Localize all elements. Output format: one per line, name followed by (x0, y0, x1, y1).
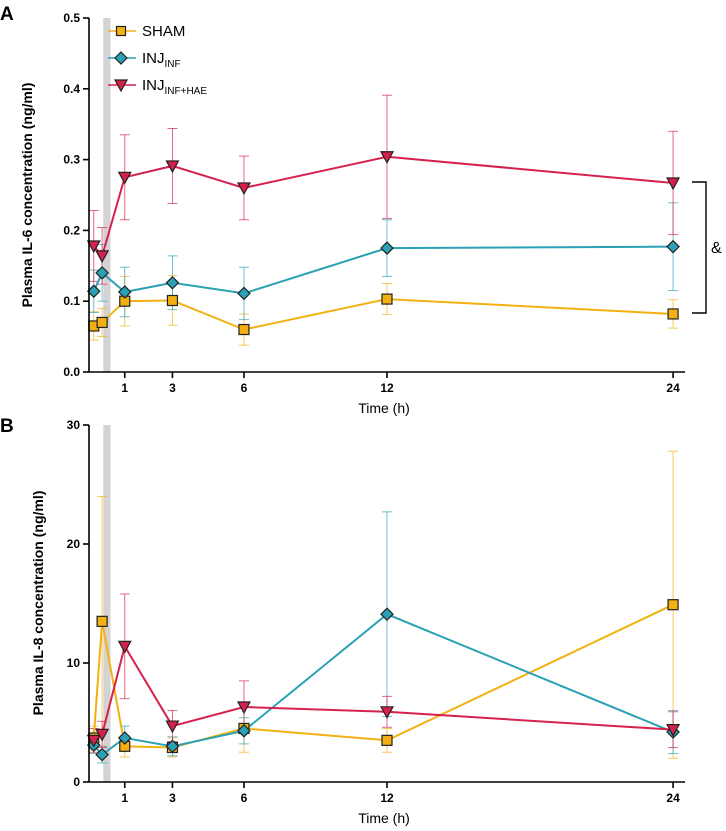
y-tick-label: 10 (67, 656, 81, 670)
significance-label: & (711, 240, 722, 257)
x-tick-label: 12 (380, 791, 394, 805)
x-tick-label: 12 (380, 381, 394, 395)
data-point-square (667, 308, 679, 320)
data-point-square (96, 615, 108, 627)
x-tick-label: 1 (121, 381, 128, 395)
data-point-square (238, 323, 250, 336)
data-point-diamond (380, 241, 394, 255)
panel-a-y-axis-label: Plasma IL-6 concentration (ng/ml) (19, 83, 35, 308)
y-tick-label: 0.1 (63, 294, 80, 308)
y-tick-label: 0.3 (63, 153, 80, 167)
legend-item-inj-inf: INJINF (108, 50, 181, 70)
data-point-square (667, 599, 679, 611)
legend-label-inj-inf-hae-sub: INF+HAE (165, 86, 208, 97)
y-tick-label: 20 (67, 537, 81, 551)
data-point-diamond (117, 731, 132, 745)
data-point-triangle (379, 706, 395, 720)
panel-b-series-layer (86, 450, 681, 764)
panel-a: A 0.0 0.1 0.2 0.3 0.4 0.5 1 3 6 12 24 Plasma IL-6 … (0, 4, 722, 416)
data-point-triangle (236, 182, 251, 196)
panel-b-label: B (0, 416, 14, 437)
legend: SHAM INJINF INJINF+HAE (108, 23, 207, 97)
data-point-square (381, 293, 393, 305)
data-point-diamond (95, 747, 109, 762)
x-tick-label: 1 (121, 791, 128, 805)
data-point-diamond (117, 285, 132, 299)
x-tick-label: 3 (169, 381, 176, 395)
x-tick-label: 24 (666, 791, 680, 805)
panel-a-series-layer (86, 94, 681, 346)
panel-a-label: A (0, 4, 14, 25)
data-point-triangle (666, 724, 681, 737)
panel-a-ticks: 0.0 0.1 0.2 0.3 0.4 0.5 1 3 6 12 24 (63, 11, 680, 395)
data-point-square (166, 294, 179, 307)
data-point-triangle (95, 728, 110, 742)
series-line-inj-inf-hae (93, 643, 674, 742)
legend-marker-inj-inf-hae (113, 79, 129, 93)
data-point-square (381, 734, 393, 746)
panel-b-shade-layer (103, 425, 111, 782)
data-point-triangle (86, 734, 101, 748)
legend-item-inj-inf-hae: INJINF+HAE (108, 77, 207, 97)
data-point-diamond (380, 607, 394, 622)
legend-label-inj-inf-sub: INF (165, 59, 181, 70)
data-point-square (96, 316, 108, 329)
panel-b: B 0 10 20 30 1 3 6 12 24 Plasma IL-8 concentrati… (0, 416, 685, 826)
panel-a-shade-layer (103, 18, 111, 372)
data-point-triangle (95, 250, 110, 264)
markers-sham (88, 599, 679, 754)
shaded-band (103, 18, 111, 372)
data-point-diamond (666, 239, 680, 254)
series-line-inj-inf-hae (93, 155, 674, 258)
series-line-inj-inf (93, 613, 674, 756)
data-point-triangle (117, 171, 132, 185)
panel-b-y-axis-label: Plasma IL-8 concentration (ng/ml) (30, 491, 46, 716)
data-point-diamond (237, 286, 251, 301)
shaded-band (103, 425, 111, 782)
data-point-diamond (237, 723, 251, 738)
legend-label-inj-inf: INJINF (142, 50, 181, 70)
legend-label-sham: SHAM (142, 23, 185, 40)
x-tick-label: 24 (666, 381, 680, 395)
data-point-diamond (95, 266, 109, 280)
series-line-sham (92, 603, 674, 749)
legend-label-inj-inf-hae-main: INJ (142, 77, 165, 94)
y-tick-label: 0.0 (63, 365, 80, 379)
x-tick-label: 3 (169, 791, 176, 805)
data-point-triangle (165, 720, 180, 734)
data-point-triangle (666, 177, 681, 191)
x-tick-label: 6 (241, 381, 248, 395)
data-point-triangle (165, 160, 180, 174)
y-tick-label: 0 (73, 775, 80, 789)
panel-a-x-axis-label: Time (h) (358, 400, 410, 416)
y-tick-label: 0.2 (63, 223, 80, 237)
panel-b-ticks: 0 10 20 30 1 3 6 12 24 (67, 418, 680, 805)
data-point-triangle (236, 701, 251, 715)
data-point-triangle (117, 640, 132, 654)
legend-label-inj-inf-hae: INJINF+HAE (142, 77, 207, 97)
panel-b-x-axis-label: Time (h) (358, 810, 410, 826)
markers-inj-inf-hae (86, 640, 681, 748)
series-line-inj-inf (92, 245, 674, 295)
legend-marker-inj-inf (114, 51, 128, 65)
y-tick-label: 0.5 (63, 11, 80, 25)
y-tick-label: 30 (67, 418, 81, 432)
significance-bracket (692, 181, 707, 314)
data-point-diamond (165, 739, 180, 754)
legend-label-inj-inf-main: INJ (142, 50, 165, 67)
markers-inj-inf-hae (86, 151, 681, 264)
markers-inj-inf (86, 239, 680, 301)
markers-sham (88, 293, 679, 336)
y-tick-label: 0.4 (63, 82, 80, 96)
data-point-triangle (379, 151, 395, 165)
data-point-triangle (86, 240, 101, 254)
legend-item-sham: SHAM (108, 23, 185, 40)
data-point-diamond (165, 275, 180, 290)
x-tick-label: 6 (241, 791, 248, 805)
legend-marker-sham (115, 25, 127, 37)
